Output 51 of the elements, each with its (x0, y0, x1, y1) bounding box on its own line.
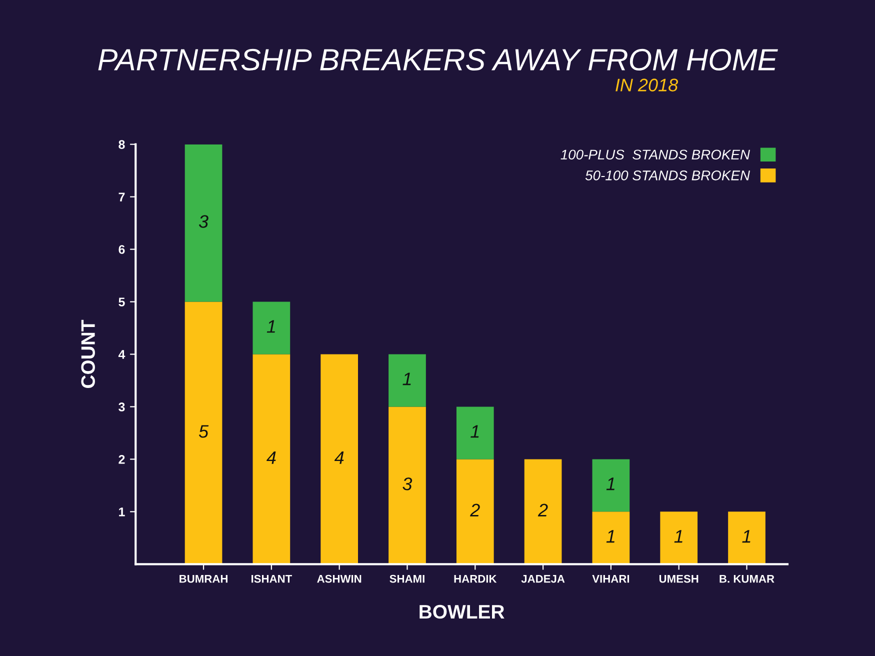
bar (388, 406, 426, 564)
legend-label: 100-PLUS STANDS BROKEN (560, 150, 750, 160)
y-tick-label: 3 (118, 402, 125, 412)
chart-title: PARTNERSHIP BREAKERS AWAY FROM HOME (98, 48, 778, 71)
bar (592, 459, 630, 512)
data-label: 1 (606, 478, 614, 490)
bar (456, 459, 494, 564)
y-tick-label: 2 (118, 455, 125, 464)
legend-label: 50-100 STANDS BROKEN (585, 170, 750, 180)
bar (728, 512, 766, 564)
data-label: 1 (266, 320, 275, 333)
bar (184, 302, 222, 564)
x-tick-label: ASHWIN (317, 574, 362, 583)
y-axis-title: COUNT (81, 320, 95, 388)
data-label: 1 (470, 425, 479, 438)
bar (252, 354, 290, 564)
data-label: 1 (674, 530, 682, 543)
x-tick-label: SHAMI (390, 574, 424, 583)
x-tick-label: B. KUMAR (720, 574, 774, 583)
data-label: 5 (198, 425, 209, 438)
y-tick-label: 6 (118, 245, 125, 254)
bar (184, 144, 222, 302)
y-tick-label: 1 (119, 508, 125, 516)
y-tick-label: 4 (118, 350, 126, 359)
data-label: 1 (606, 530, 614, 543)
data-label: 3 (198, 215, 208, 228)
bar (524, 459, 562, 564)
x-tick-label: JADEJA (521, 574, 565, 583)
chart-subtitle: IN 2018 (616, 78, 678, 92)
data-label: 3 (402, 478, 412, 490)
x-tick-label: HARDIK (454, 574, 497, 583)
x-tick-label: UMESH (659, 574, 698, 583)
bar (592, 512, 630, 564)
bar (320, 354, 358, 564)
bar (456, 406, 494, 460)
x-axis-title: BOWLER (420, 604, 504, 619)
y-tick-label: 7 (118, 192, 125, 202)
data-label: 4 (334, 451, 344, 464)
bar (660, 512, 698, 564)
data-label: 2 (470, 504, 480, 516)
x-tick-label: BUMRAH (180, 574, 228, 583)
x-tick-label: VIHARI (592, 574, 630, 583)
x-tick-label: ISHANT (251, 574, 292, 583)
bar (388, 354, 426, 407)
data-label: 2 (538, 504, 548, 516)
data-label: 4 (266, 451, 276, 464)
y-tick-label: 5 (118, 298, 125, 306)
data-label: 1 (402, 372, 411, 386)
data-label: 1 (742, 530, 750, 543)
bar (252, 302, 290, 354)
y-tick-label: 8 (118, 140, 125, 149)
